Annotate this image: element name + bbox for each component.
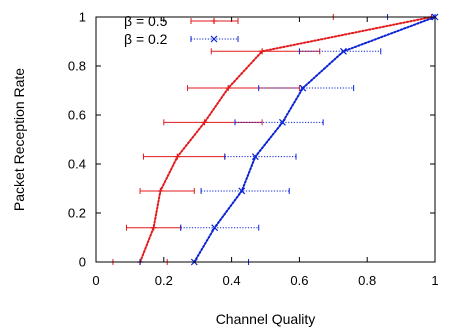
legend-sample xyxy=(190,18,239,24)
marker-x-b xyxy=(251,153,259,161)
x-axis-label: Channel Quality xyxy=(216,311,316,327)
series-0 xyxy=(112,14,436,265)
y-axis-label: Packet Reception Rate xyxy=(11,68,27,211)
x-tick-label: 0 xyxy=(92,273,99,288)
y-tick-label: 0.4 xyxy=(68,157,86,172)
marker-x-b xyxy=(279,118,286,126)
axis-ticks: 0 0.2 0.4 0.6 0.8 1 0 0.2 0.4 0.6 0.8 1 xyxy=(68,10,439,289)
marker-x-b xyxy=(238,187,246,195)
legend-entry-beta-0-2: β = 0.2 xyxy=(124,31,239,47)
y-tick-label: 0.6 xyxy=(68,108,86,123)
legend: β = 0.5 β = 0.2 xyxy=(124,13,239,47)
series-line xyxy=(193,16,436,263)
series-line xyxy=(139,16,433,263)
legend-entry-beta-0-5: β = 0.5 xyxy=(124,13,239,29)
plot-frame xyxy=(95,16,436,263)
series-1 xyxy=(139,13,439,266)
marker-x-b xyxy=(211,224,219,232)
legend-sample xyxy=(190,35,239,43)
x-tick-label: 0.8 xyxy=(358,273,376,288)
x-tick-label: 1 xyxy=(431,273,438,288)
x-tick-label: 0.2 xyxy=(155,273,173,288)
legend-label: β = 0.5 xyxy=(124,13,168,29)
y-tick-label: 1 xyxy=(79,10,86,25)
marker-x-b xyxy=(340,47,347,55)
plot-content xyxy=(112,13,439,266)
marker-x-b xyxy=(210,35,218,43)
y-tick-label: 0.8 xyxy=(68,59,86,74)
x-tick-label: 0.4 xyxy=(223,273,241,288)
legend-label: β = 0.2 xyxy=(124,31,168,47)
x-tick-label: 0.6 xyxy=(290,273,308,288)
marker-x-b xyxy=(299,84,307,92)
y-tick-label: 0 xyxy=(79,255,86,270)
y-tick-label: 0.2 xyxy=(68,206,86,221)
